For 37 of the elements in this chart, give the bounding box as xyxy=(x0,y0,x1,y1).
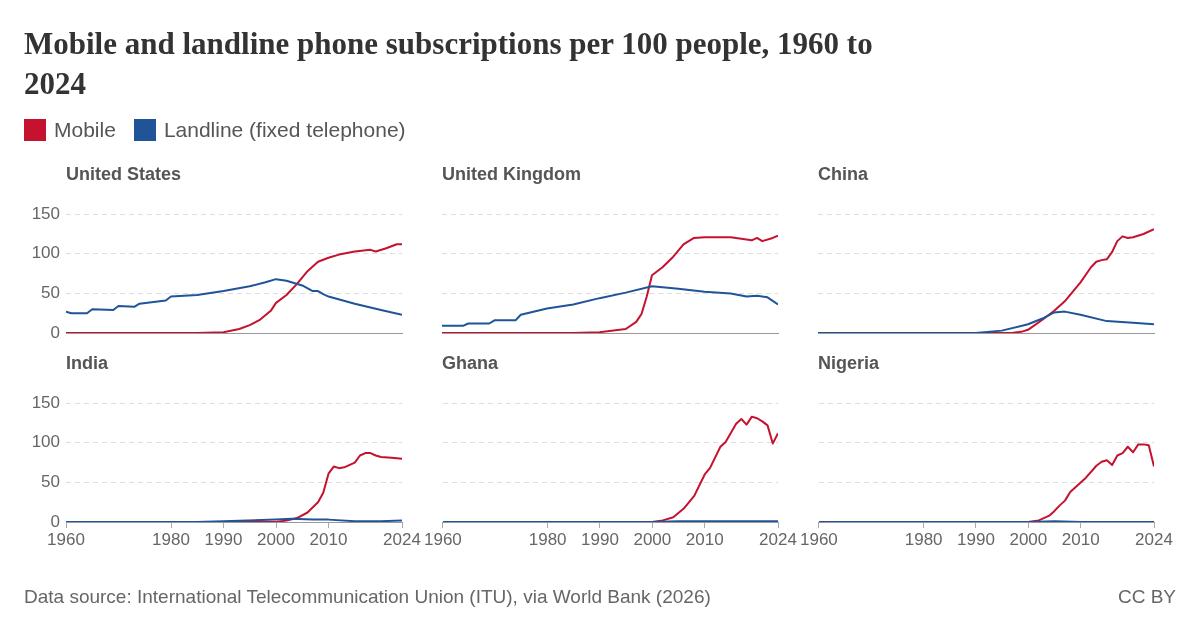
text: CC BY xyxy=(1117,586,1176,608)
x-tick-label: 1960 xyxy=(424,529,462,549)
y-tick-label: 100 xyxy=(31,243,60,263)
chart-subtitle: United Kingdom xyxy=(442,164,581,185)
y-tick-label: 50 xyxy=(41,472,60,492)
y-tick-label: 0 xyxy=(50,322,60,342)
x-tick-label: 2000 xyxy=(633,529,672,549)
y-tick-label: 50 xyxy=(41,283,60,303)
x-tick-label: 1960 xyxy=(800,529,838,549)
y-tick-label: 0 xyxy=(50,511,60,531)
chart-subtitle: Ghana xyxy=(442,353,499,374)
x-tick-label: 2024 xyxy=(383,529,421,549)
x-tick-label: 1990 xyxy=(581,529,619,549)
x-tick-label: 1990 xyxy=(204,529,243,549)
x-tick-label: 1960 xyxy=(47,529,85,549)
legend-label: Landline (fixed telephone) xyxy=(163,118,406,142)
x-tick-label: 2010 xyxy=(1061,529,1100,549)
x-tick-label: 1990 xyxy=(957,529,995,549)
x-tick-label: 2010 xyxy=(309,529,348,549)
chart-subtitle: Nigeria xyxy=(818,353,880,374)
x-tick-label: 1980 xyxy=(528,529,567,549)
source-note: Data source: International Telecommunication Union (ITU), via World Bank (2026) xyxy=(24,586,711,608)
x-tick-label: 2000 xyxy=(257,529,295,549)
x-tick-label: 2000 xyxy=(1009,529,1048,549)
legend-label: Mobile xyxy=(54,118,116,142)
chart-title: Mobile and landline phone subscriptions per 100 people, 1960 to 2024 xyxy=(24,25,874,103)
y-tick-label: 150 xyxy=(31,392,60,412)
x-tick-label: 1980 xyxy=(152,529,190,549)
chart-subtitle: China xyxy=(818,164,869,185)
x-tick-label: 2010 xyxy=(685,529,724,549)
x-tick-label: 1980 xyxy=(904,529,943,549)
y-tick-label: 150 xyxy=(31,203,60,223)
x-tick-label: 2024 xyxy=(759,529,797,549)
chart-subtitle: United States xyxy=(66,164,182,185)
chart-subtitle: India xyxy=(66,353,109,374)
y-tick-label: 100 xyxy=(31,432,60,452)
x-tick-label: 2024 xyxy=(1135,529,1173,549)
